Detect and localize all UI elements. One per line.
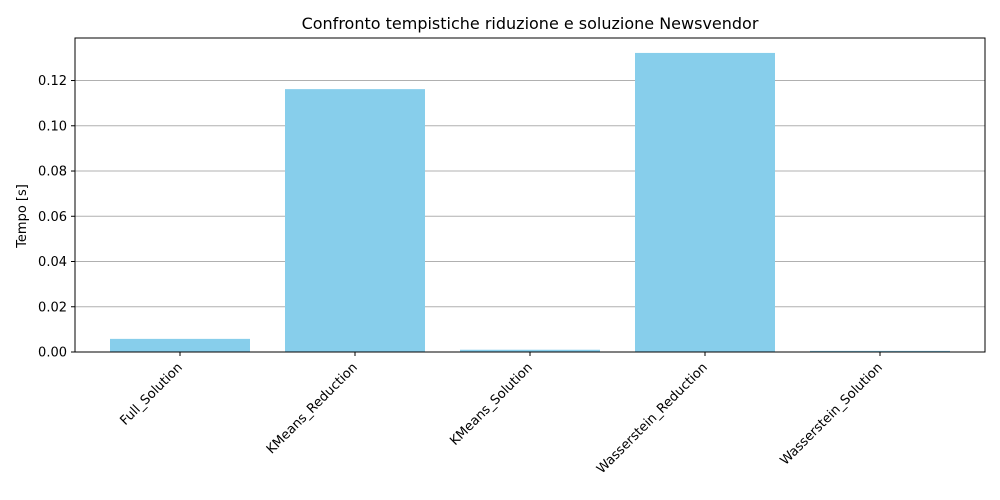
y-tick-label: 0.00 — [38, 346, 67, 361]
x-tick-label: KMeans_Solution — [447, 360, 536, 449]
bar-full-solution — [110, 338, 250, 352]
y-tick-label: 0.10 — [38, 119, 67, 134]
y-tick-label: 0.08 — [38, 165, 67, 180]
bar-kmeans-reduction — [285, 89, 425, 352]
x-tick-label: KMeans_Reduction — [264, 360, 361, 457]
x-tick-label: Full_Solution — [117, 360, 185, 428]
grid-lines — [75, 80, 985, 353]
x-tick-label: Wasserstein_Reduction — [594, 360, 711, 477]
y-tick-label: 0.02 — [38, 300, 67, 315]
x-ticks: Full_Solution KMeans_Reduction KMeans_Solu… — [117, 352, 886, 477]
bars-group — [110, 52, 950, 352]
bar-kmeans-solution — [460, 349, 600, 352]
bar-wasserstein-reduction — [635, 52, 775, 352]
plot-frame — [74, 37, 986, 353]
x-tick-label: Wasserstein_Solution — [778, 360, 886, 468]
y-tick-label: 0.04 — [38, 255, 67, 270]
y-axis-label: Tempo [s] — [15, 184, 30, 249]
chart-title: Confronto tempistiche riduzione e soluzi… — [302, 14, 759, 33]
y-ticks: 0.00 0.02 0.04 0.06 0.08 0.10 0.12 — [38, 74, 75, 361]
y-tick-label: 0.06 — [38, 210, 67, 225]
y-tick-label: 0.12 — [38, 74, 67, 89]
bar-wasserstein-solution — [810, 350, 950, 352]
